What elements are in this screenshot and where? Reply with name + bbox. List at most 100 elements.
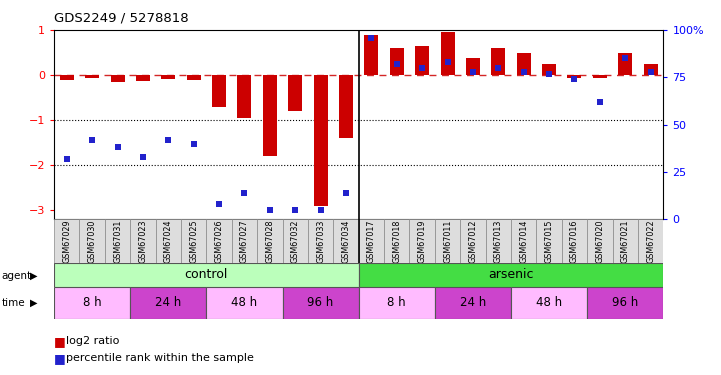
Text: 24 h: 24 h <box>460 296 486 309</box>
Text: ▶: ▶ <box>30 271 37 280</box>
Text: GSM67014: GSM67014 <box>519 219 528 262</box>
Text: log2 ratio: log2 ratio <box>66 336 120 346</box>
Bar <box>136 75 150 81</box>
Text: 48 h: 48 h <box>231 296 257 309</box>
FancyBboxPatch shape <box>587 219 613 262</box>
Point <box>87 137 98 143</box>
FancyBboxPatch shape <box>131 219 156 262</box>
Text: GSM67023: GSM67023 <box>138 219 147 262</box>
Bar <box>60 75 74 80</box>
Text: 96 h: 96 h <box>612 296 638 309</box>
Point <box>239 190 250 196</box>
FancyBboxPatch shape <box>131 287 206 319</box>
Text: GSM67011: GSM67011 <box>443 219 452 262</box>
Bar <box>110 75 125 82</box>
Text: 48 h: 48 h <box>536 296 562 309</box>
Text: GSM67028: GSM67028 <box>265 219 275 262</box>
FancyBboxPatch shape <box>283 219 308 262</box>
Bar <box>466 58 480 75</box>
FancyBboxPatch shape <box>536 219 562 262</box>
Text: control: control <box>185 268 228 281</box>
FancyBboxPatch shape <box>54 262 358 287</box>
FancyBboxPatch shape <box>435 219 460 262</box>
Point <box>391 61 402 67</box>
Point <box>544 70 555 76</box>
Point <box>315 207 327 213</box>
Text: GSM67016: GSM67016 <box>570 219 579 262</box>
Bar <box>517 54 531 75</box>
FancyBboxPatch shape <box>358 262 663 287</box>
Text: GSM67026: GSM67026 <box>215 219 224 262</box>
FancyBboxPatch shape <box>435 287 511 319</box>
Text: GSM67012: GSM67012 <box>469 219 477 262</box>
FancyBboxPatch shape <box>358 287 435 319</box>
Text: 8 h: 8 h <box>387 296 406 309</box>
Bar <box>212 75 226 106</box>
Bar <box>237 75 252 118</box>
FancyBboxPatch shape <box>156 219 181 262</box>
Text: 8 h: 8 h <box>83 296 102 309</box>
Point <box>213 201 225 207</box>
FancyBboxPatch shape <box>587 287 663 319</box>
FancyBboxPatch shape <box>511 219 536 262</box>
Bar <box>364 34 379 75</box>
Text: GSM67020: GSM67020 <box>596 219 604 262</box>
Text: GSM67022: GSM67022 <box>646 219 655 263</box>
FancyBboxPatch shape <box>206 287 283 319</box>
FancyBboxPatch shape <box>181 219 206 262</box>
Point <box>619 56 631 62</box>
Text: GSM67032: GSM67032 <box>291 219 300 262</box>
Bar <box>619 53 632 75</box>
Bar <box>314 75 327 206</box>
Text: GSM67018: GSM67018 <box>392 219 402 262</box>
Text: time: time <box>1 298 25 308</box>
FancyBboxPatch shape <box>358 219 384 262</box>
FancyBboxPatch shape <box>54 287 131 319</box>
Text: GSM67017: GSM67017 <box>367 219 376 262</box>
FancyBboxPatch shape <box>283 287 358 319</box>
FancyBboxPatch shape <box>562 219 587 262</box>
Text: ▶: ▶ <box>30 298 37 308</box>
FancyBboxPatch shape <box>206 219 231 262</box>
Text: GSM67029: GSM67029 <box>62 219 71 263</box>
Point <box>61 156 73 162</box>
Bar <box>339 75 353 138</box>
Point <box>569 76 580 82</box>
FancyBboxPatch shape <box>410 219 435 262</box>
Text: 24 h: 24 h <box>155 296 182 309</box>
Bar <box>542 64 556 75</box>
FancyBboxPatch shape <box>486 219 511 262</box>
Text: GSM67021: GSM67021 <box>621 219 629 262</box>
Point <box>112 144 123 150</box>
Point <box>467 69 479 75</box>
Text: GSM67027: GSM67027 <box>240 219 249 263</box>
Bar <box>593 75 607 78</box>
Point <box>289 207 301 213</box>
Text: GSM67025: GSM67025 <box>189 219 198 263</box>
FancyBboxPatch shape <box>613 219 638 262</box>
Bar <box>644 64 658 75</box>
Bar <box>491 48 505 75</box>
Bar <box>263 75 277 156</box>
Point <box>417 65 428 71</box>
Text: GSM67015: GSM67015 <box>544 219 554 262</box>
Point <box>366 34 377 40</box>
Point <box>188 141 200 147</box>
Text: GSM67019: GSM67019 <box>417 219 427 262</box>
Point <box>492 65 504 71</box>
Text: 96 h: 96 h <box>307 296 334 309</box>
Bar <box>85 75 99 78</box>
Point <box>594 99 606 105</box>
FancyBboxPatch shape <box>257 219 283 262</box>
Text: percentile rank within the sample: percentile rank within the sample <box>66 353 255 363</box>
Text: arsenic: arsenic <box>488 268 534 281</box>
Point <box>645 69 656 75</box>
FancyBboxPatch shape <box>308 219 333 262</box>
Bar <box>441 32 454 75</box>
Point <box>264 207 275 213</box>
Bar <box>390 48 404 75</box>
Text: GSM67013: GSM67013 <box>494 219 503 262</box>
FancyBboxPatch shape <box>333 219 358 262</box>
FancyBboxPatch shape <box>511 287 587 319</box>
Text: GSM67030: GSM67030 <box>88 219 97 262</box>
